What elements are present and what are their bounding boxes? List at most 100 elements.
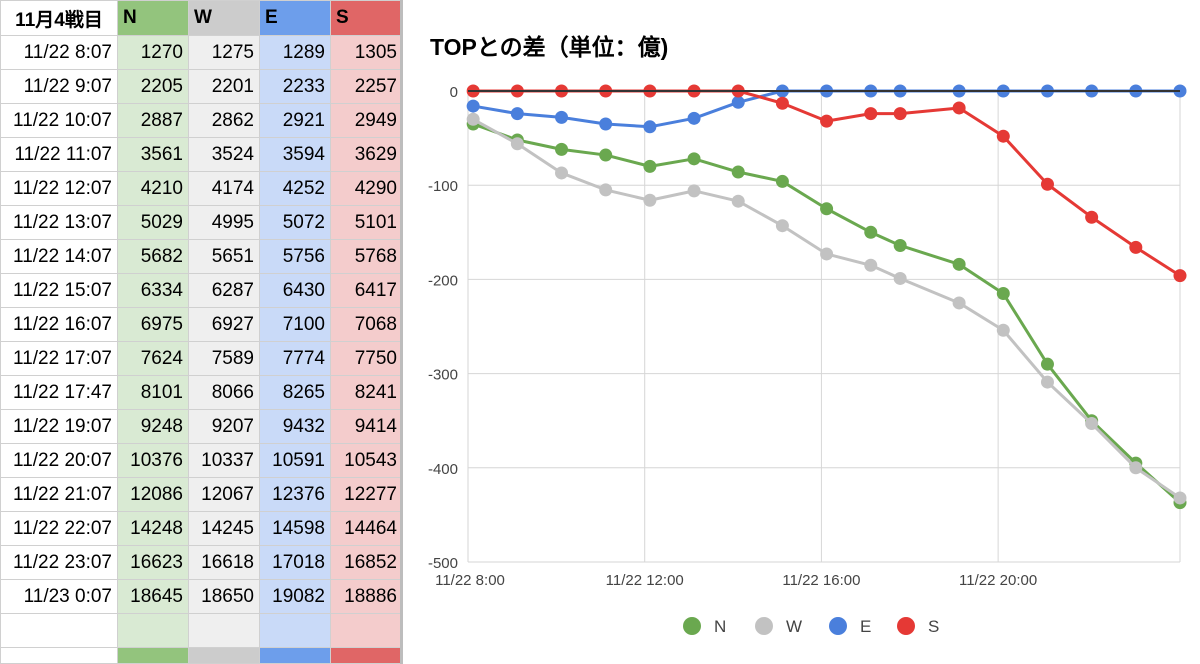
cell-w[interactable]: 14245 <box>188 511 260 547</box>
cell-s[interactable]: 10543 <box>330 443 403 479</box>
data-point-e[interactable] <box>599 117 613 131</box>
cell-n[interactable]: 2205 <box>117 69 189 105</box>
data-point-s[interactable] <box>893 107 907 121</box>
header-n[interactable]: N <box>117 0 189 36</box>
cell-n[interactable]: 14248 <box>117 511 189 547</box>
data-point-n[interactable] <box>893 238 907 252</box>
data-point-e[interactable] <box>731 95 745 109</box>
cell-e[interactable]: 7100 <box>259 307 331 343</box>
cell-w[interactable]: 2201 <box>188 69 260 105</box>
cell-e[interactable]: 2233 <box>259 69 331 105</box>
cell-time[interactable]: 11/22 11:07 <box>0 137 118 173</box>
data-point-w[interactable] <box>1129 461 1143 475</box>
empty-cell[interactable] <box>259 613 331 649</box>
legend-label-e[interactable]: E <box>860 617 871 636</box>
data-point-n[interactable] <box>731 165 745 179</box>
data-point-n[interactable] <box>643 159 657 173</box>
legend-label-s[interactable]: S <box>928 617 939 636</box>
data-point-w[interactable] <box>1085 417 1099 431</box>
cell-s[interactable]: 6417 <box>330 273 403 309</box>
data-point-w[interactable] <box>1173 491 1187 505</box>
cell-e[interactable]: 14598 <box>259 511 331 547</box>
cell-time[interactable]: 11/22 21:07 <box>0 477 118 513</box>
data-point-w[interactable] <box>952 296 966 310</box>
cell-n[interactable]: 12086 <box>117 477 189 513</box>
data-point-s[interactable] <box>996 129 1010 143</box>
data-point-e[interactable] <box>510 107 524 121</box>
cell-time[interactable]: 11/22 12:07 <box>0 171 118 207</box>
cell-n[interactable]: 6975 <box>117 307 189 343</box>
data-point-n[interactable] <box>555 142 569 156</box>
data-point-w[interactable] <box>466 112 480 126</box>
cell-w[interactable]: 6927 <box>188 307 260 343</box>
empty-cell[interactable] <box>188 613 260 649</box>
cell-s[interactable]: 5768 <box>330 239 403 275</box>
legend-label-n[interactable]: N <box>714 617 726 636</box>
data-point-e[interactable] <box>466 99 480 113</box>
data-point-n[interactable] <box>996 287 1010 301</box>
data-point-s[interactable] <box>1085 210 1099 224</box>
cell-s[interactable]: 1305 <box>330 34 403 71</box>
cell-s[interactable]: 2949 <box>330 103 403 139</box>
cell-s[interactable]: 7750 <box>330 341 403 377</box>
cell-s[interactable]: 9414 <box>330 409 403 445</box>
cell-w[interactable]: 10337 <box>188 443 260 479</box>
data-point-s[interactable] <box>1129 240 1143 254</box>
cell-n[interactable]: 10376 <box>117 443 189 479</box>
cell-w[interactable]: 18650 <box>188 579 260 615</box>
cell-n[interactable]: 5682 <box>117 239 189 275</box>
data-point-n[interactable] <box>820 202 834 216</box>
cell-w[interactable]: 12067 <box>188 477 260 513</box>
header-s[interactable]: S <box>330 0 403 36</box>
legend-label-w[interactable]: W <box>786 617 802 636</box>
data-point-w[interactable] <box>643 193 657 207</box>
data-point-w[interactable] <box>775 219 789 233</box>
legend-marker-e[interactable] <box>829 617 847 635</box>
data-point-n[interactable] <box>775 174 789 188</box>
data-point-e[interactable] <box>687 111 701 125</box>
cell-n[interactable]: 9248 <box>117 409 189 445</box>
cell-time[interactable]: 11/22 13:07 <box>0 205 118 241</box>
data-point-s[interactable] <box>775 96 789 110</box>
empty-cell[interactable] <box>117 613 189 649</box>
cell-time[interactable]: 11/22 23:07 <box>0 545 118 581</box>
cell-e[interactable]: 5756 <box>259 239 331 275</box>
cell-time[interactable]: 11/22 15:07 <box>0 273 118 309</box>
pane-divider[interactable] <box>400 0 403 664</box>
cell-w[interactable]: 8066 <box>188 375 260 411</box>
cell-w[interactable]: 6287 <box>188 273 260 309</box>
cell-time[interactable]: 11/22 22:07 <box>0 511 118 547</box>
data-point-e[interactable] <box>555 110 569 124</box>
data-point-s[interactable] <box>1040 177 1054 191</box>
cell-s[interactable]: 3629 <box>330 137 403 173</box>
data-point-e[interactable] <box>643 120 657 134</box>
data-point-w[interactable] <box>687 184 701 198</box>
cell-time[interactable]: 11/22 16:07 <box>0 307 118 343</box>
cell-e[interactable]: 17018 <box>259 545 331 581</box>
cell-n[interactable]: 7624 <box>117 341 189 377</box>
header-w[interactable]: W <box>188 0 260 36</box>
data-point-n[interactable] <box>599 148 613 162</box>
cell-time[interactable]: 11/22 9:07 <box>0 69 118 105</box>
data-point-s[interactable] <box>820 114 834 128</box>
cell-n[interactable]: 16623 <box>117 545 189 581</box>
header-time[interactable]: 11月4戦目 <box>0 0 118 36</box>
cell-e[interactable]: 8265 <box>259 375 331 411</box>
cell-s[interactable]: 18886 <box>330 579 403 615</box>
cell-n[interactable]: 3561 <box>117 137 189 173</box>
data-point-w[interactable] <box>510 137 524 151</box>
cell-e[interactable]: 6430 <box>259 273 331 309</box>
data-point-w[interactable] <box>820 247 834 261</box>
cell-n[interactable]: 2887 <box>117 103 189 139</box>
cell-n[interactable]: 6334 <box>117 273 189 309</box>
legend-marker-w[interactable] <box>755 617 773 635</box>
header-e[interactable]: E <box>259 0 331 36</box>
data-point-n[interactable] <box>1040 357 1054 371</box>
data-point-n[interactable] <box>687 152 701 166</box>
cell-e[interactable]: 3594 <box>259 137 331 173</box>
cell-e[interactable]: 2921 <box>259 103 331 139</box>
cell-time[interactable]: 11/22 19:07 <box>0 409 118 445</box>
cell-e[interactable]: 12376 <box>259 477 331 513</box>
data-point-n[interactable] <box>864 225 878 239</box>
cell-n[interactable]: 8101 <box>117 375 189 411</box>
